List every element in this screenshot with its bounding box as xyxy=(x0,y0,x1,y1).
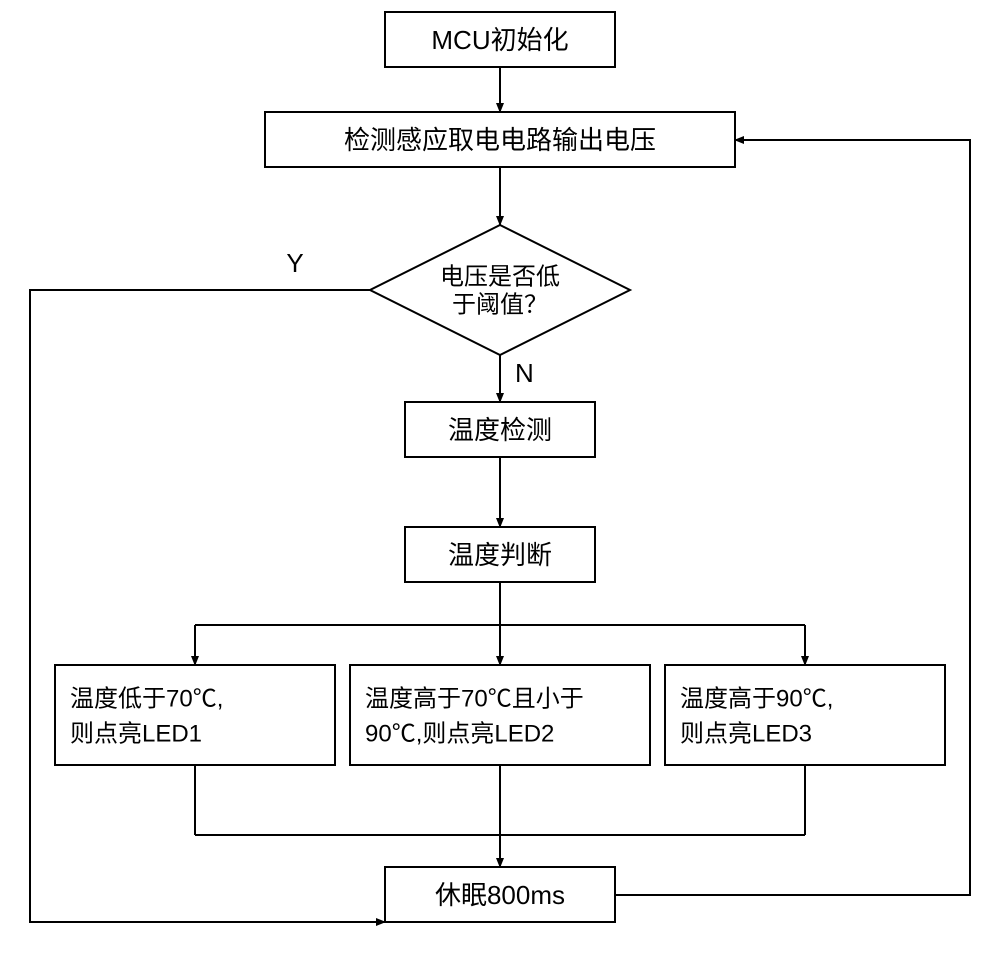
led3-line1: 温度高于90℃, xyxy=(680,685,833,712)
led1-line2: 则点亮LED1 xyxy=(70,720,202,747)
node-led3: 温度高于90℃, 则点亮LED3 xyxy=(665,665,945,765)
node-detect-voltage: 检测感应取电电路输出电压 xyxy=(265,112,735,167)
edge-sleep-loop xyxy=(615,140,970,895)
node-temp-detect: 温度检测 xyxy=(405,402,595,457)
threshold-line1: 电压是否低 xyxy=(440,263,560,290)
mcu-init-label: MCU初始化 xyxy=(431,25,568,55)
node-temp-judge: 温度判断 xyxy=(405,527,595,582)
led2-line1: 温度高于70℃且小于 xyxy=(365,685,584,712)
node-mcu-init: MCU初始化 xyxy=(385,12,615,67)
branch-y-label: Y xyxy=(286,248,303,278)
node-led2: 温度高于70℃且小于 90℃,则点亮LED2 xyxy=(350,665,650,765)
flowchart-svg: MCU初始化 检测感应取电电路输出电压 电压是否低 于阈值？ Y N 温度检测 … xyxy=(0,0,1000,977)
led2-line2: 90℃,则点亮LED2 xyxy=(365,720,554,747)
led1-line1: 温度低于70℃, xyxy=(70,685,223,712)
led3-line2: 则点亮LED3 xyxy=(680,720,812,747)
node-led1: 温度低于70℃, 则点亮LED1 xyxy=(55,665,335,765)
branch-n-label: N xyxy=(515,358,534,388)
sleep-label: 休眠800ms xyxy=(435,880,565,910)
temp-detect-label: 温度检测 xyxy=(448,415,552,445)
edge-thresh-sleep-y xyxy=(30,290,385,922)
temp-judge-label: 温度判断 xyxy=(448,540,552,570)
detect-voltage-label: 检测感应取电电路输出电压 xyxy=(344,125,656,155)
threshold-line2: 于阈值？ xyxy=(452,291,548,318)
node-sleep: 休眠800ms xyxy=(385,867,615,922)
node-threshold-decision: 电压是否低 于阈值？ xyxy=(370,225,630,355)
